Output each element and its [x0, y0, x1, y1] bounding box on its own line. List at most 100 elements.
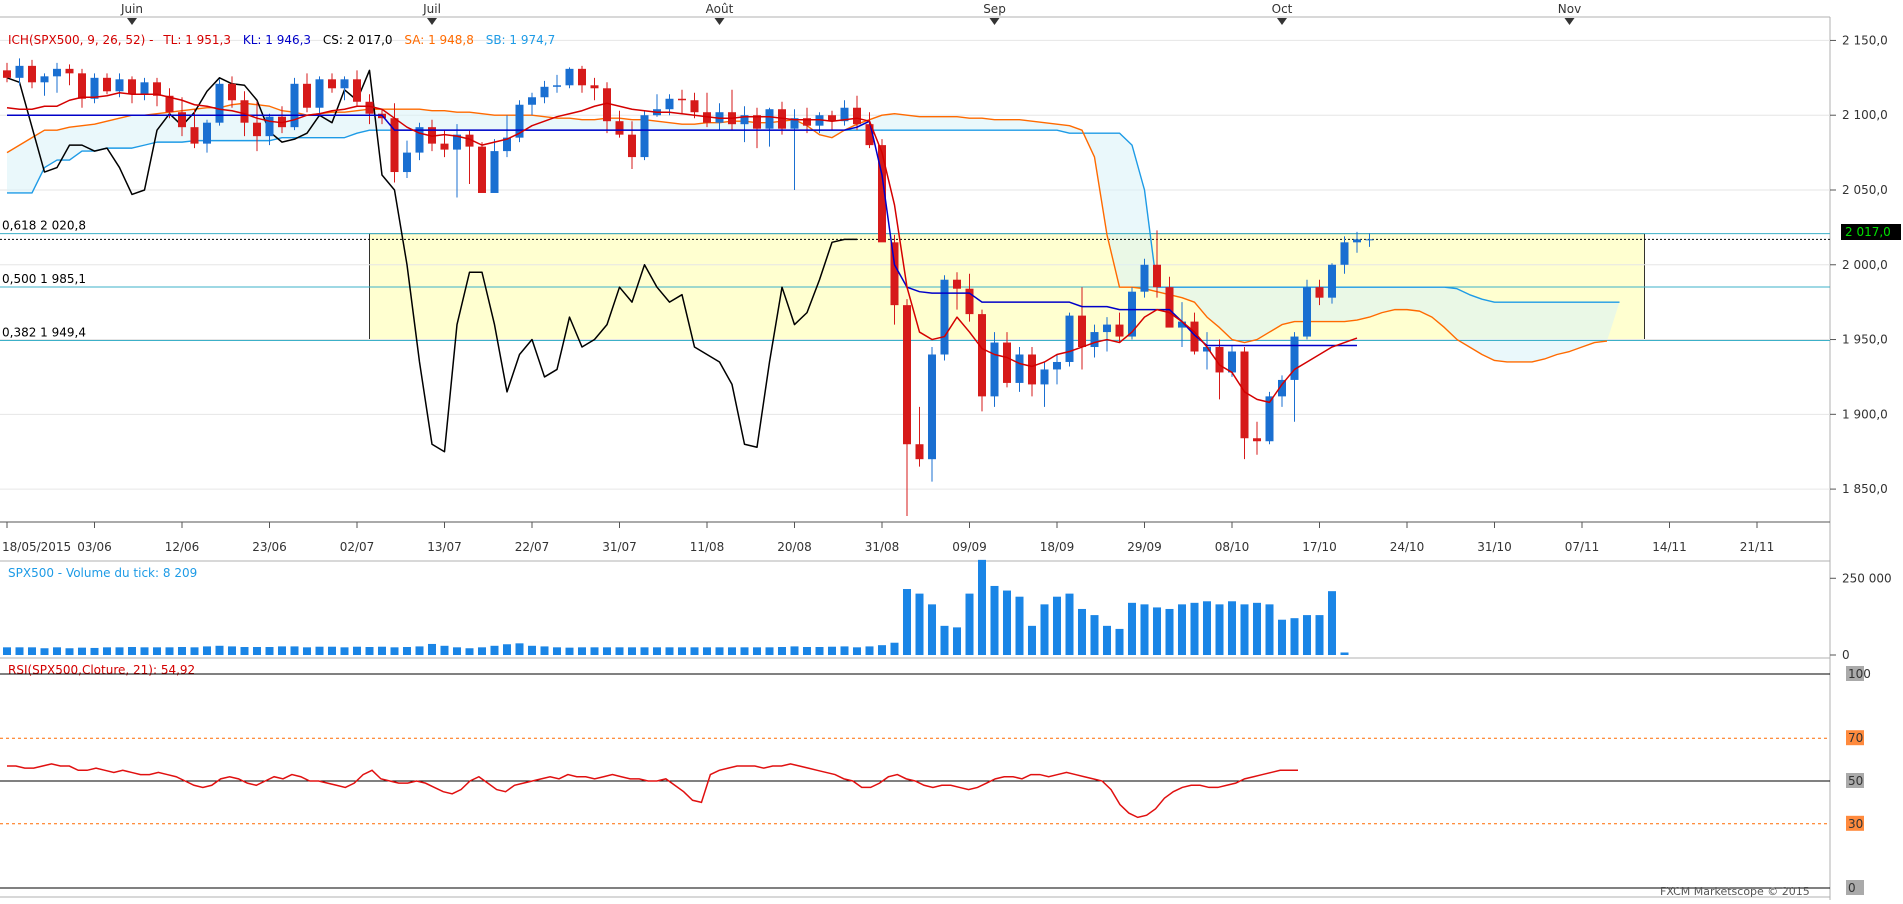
candle-body — [240, 100, 249, 123]
candle-body — [315, 79, 324, 108]
candle-body — [1015, 354, 1024, 383]
rsi-tick-label: 70 — [1848, 731, 1863, 745]
candle-body — [90, 77, 99, 99]
price-tick-label: 2 000,0 — [1842, 258, 1888, 272]
candle-body — [153, 82, 161, 96]
candle-body — [1040, 369, 1049, 385]
candle-body — [928, 354, 936, 460]
volume-bar — [78, 647, 86, 655]
month-label: Nov — [1558, 2, 1581, 16]
candle-body — [603, 88, 611, 122]
volume-bar — [978, 559, 986, 655]
candle-body — [28, 65, 36, 83]
date-tick-label: 03/06 — [77, 540, 112, 554]
volume-bar — [465, 648, 474, 655]
volume-bar — [965, 593, 974, 655]
candle-body — [990, 342, 999, 397]
volume-bar — [165, 647, 174, 655]
month-marker — [1564, 18, 1575, 25]
candle-body — [940, 279, 949, 355]
volume-bar — [1015, 596, 1024, 655]
candle-body — [803, 118, 811, 126]
price-tick-label: 2 150,0 — [1842, 33, 1888, 47]
volume-bar — [28, 647, 36, 655]
volume-bar — [1303, 615, 1311, 655]
volume-bar — [290, 646, 299, 655]
candle-body — [203, 122, 211, 144]
month-marker — [127, 18, 137, 25]
candle-body — [328, 79, 336, 89]
candle-body — [1128, 291, 1136, 337]
chikou-line — [6, 69, 857, 453]
volume-bar — [753, 647, 761, 655]
legend-sb: SB: 1 974,7 — [486, 33, 556, 47]
price-tick-label: 1 900,0 — [1842, 407, 1888, 421]
volume-bar — [653, 647, 661, 655]
date-tick-label: 11/08 — [690, 540, 725, 554]
rsi-tick-label: 50 — [1848, 774, 1863, 788]
candle-body — [1278, 379, 1286, 397]
candle-body — [590, 85, 599, 89]
volume-bar — [403, 647, 411, 655]
volume-bar — [665, 647, 674, 655]
volume-tick-label: 250 000 — [1842, 571, 1892, 585]
volume-bar — [3, 647, 11, 655]
volume-bar — [1265, 604, 1274, 655]
candle-body — [15, 65, 24, 78]
volume-bar — [140, 647, 149, 655]
fib-label: 0,382 1 949,4 — [2, 325, 86, 339]
date-tick-label: 31/08 — [865, 540, 900, 554]
candle-body — [1190, 321, 1199, 352]
volume-bar — [53, 647, 61, 655]
candle-body — [515, 104, 524, 138]
candle-body — [390, 118, 399, 173]
volume-bar — [578, 647, 586, 655]
candle-body — [1215, 347, 1224, 373]
volume-bar — [590, 647, 599, 655]
candle-body — [765, 109, 774, 129]
volume-bar — [765, 647, 774, 655]
volume-bar — [1028, 625, 1036, 655]
volume-bar — [953, 627, 961, 655]
volume-bar — [528, 645, 536, 655]
rsi-tag-bg — [1846, 880, 1864, 895]
candle-body — [1165, 287, 1174, 328]
candle-body — [1028, 354, 1036, 385]
volume-bar — [153, 647, 161, 655]
volume-bar — [1115, 628, 1124, 655]
rsi-tick-label: 30 — [1848, 817, 1863, 831]
date-tick-label: 21/11 — [1740, 540, 1775, 554]
volume-bar — [1103, 625, 1111, 655]
candle-body — [828, 115, 836, 122]
volume-bar — [690, 647, 699, 655]
candle-body — [290, 83, 299, 128]
candle-body — [1153, 264, 1161, 288]
volume-bar — [628, 647, 636, 655]
candle-body — [415, 127, 424, 153]
candle-body — [1315, 287, 1324, 298]
last-price-tag: 2 017,0 — [1845, 225, 1891, 239]
candle-body — [578, 68, 586, 86]
volume-bar — [1253, 602, 1261, 655]
volume-bar — [1090, 615, 1099, 655]
candle-body — [1340, 242, 1349, 265]
candle-body — [965, 288, 974, 315]
candle-body — [440, 143, 449, 150]
volume-bar — [1153, 607, 1161, 655]
volume-bar — [190, 647, 199, 655]
month-label: Sep — [983, 2, 1006, 16]
last-price-tag-bg — [1841, 224, 1901, 240]
volume-bar — [340, 647, 349, 655]
month-label: Oct — [1272, 2, 1293, 16]
date-tick-label: 22/07 — [515, 540, 550, 554]
candle-body — [1003, 342, 1011, 383]
candle-body — [53, 68, 61, 77]
volume-bar — [815, 647, 824, 655]
volume-bar — [128, 647, 136, 655]
month-label: Août — [706, 2, 734, 16]
candle-body — [915, 444, 924, 460]
candle-body — [1240, 351, 1249, 439]
volume-bar — [1040, 604, 1049, 655]
fib-label: 0,500 1 985,1 — [2, 272, 86, 286]
